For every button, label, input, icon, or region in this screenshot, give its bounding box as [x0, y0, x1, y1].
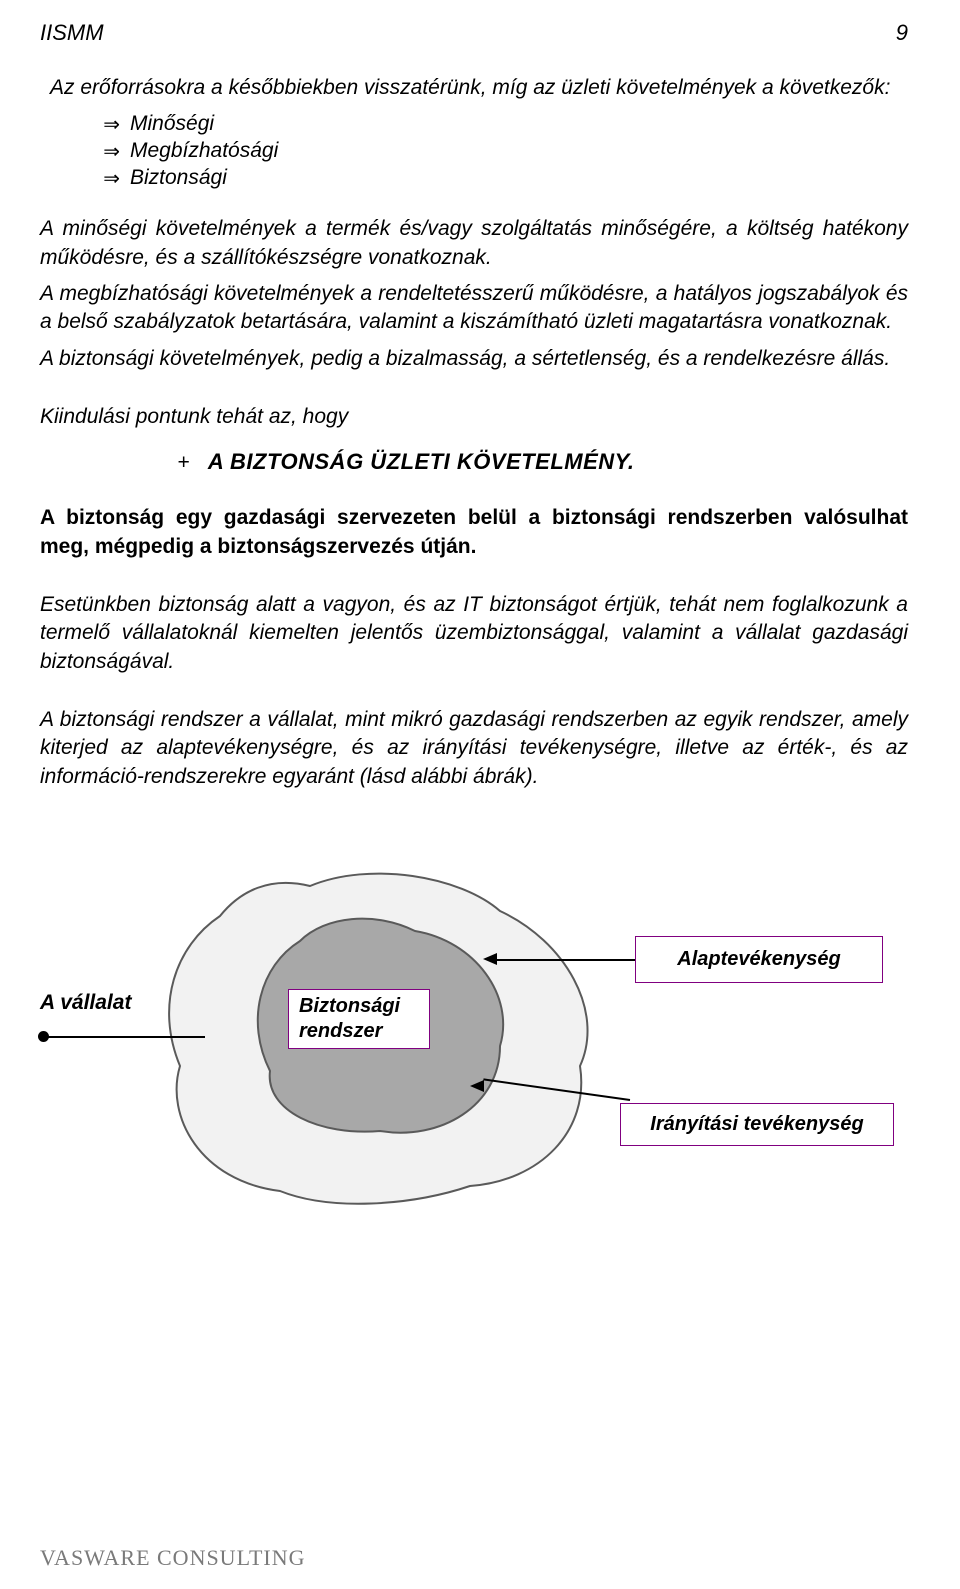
footer-brand: VASWARE CONSULTING: [40, 1545, 306, 1571]
headline-row: + A BIZTONSÁG ÜZLETI KÖVETELMÉNY.: [40, 449, 908, 476]
paragraph-scope: Esetünkben biztonság alatt a vagyon, és …: [40, 591, 908, 676]
paragraph-system: A biztonsági rendszer a vállalat, mint m…: [40, 706, 908, 791]
header-left: IISMM: [40, 20, 104, 46]
header-page-number: 9: [896, 20, 908, 46]
list-item-label: Megbízhatósági: [130, 139, 278, 163]
arrow-core-activity: [496, 959, 635, 961]
headline-text: A BIZTONSÁG ÜZLETI KÖVETELMÉNY.: [208, 449, 635, 474]
paragraph-bold-statement: A biztonság egy gazdasági szervezeten be…: [40, 504, 908, 561]
arrow-icon: ⇒: [40, 112, 130, 137]
box-security-system: Biztonsági rendszer: [288, 989, 430, 1049]
arrow-head-core-activity: [483, 953, 497, 965]
requirement-list: ⇒ Minőségi ⇒ Megbízhatósági ⇒ Biztonsági: [40, 112, 908, 191]
paragraph-starting-point: Kiindulási pontunk tehát az, hogy: [40, 403, 908, 431]
paragraph-quality: A minőségi követelmények a termék és/vag…: [40, 215, 908, 272]
list-item: ⇒ Biztonsági: [40, 166, 908, 191]
box-management-activity: Irányítási tevékenység: [620, 1103, 894, 1146]
arrow-icon: ⇒: [40, 139, 130, 164]
paragraph-security: A biztonsági követelmények, pedig a biza…: [40, 345, 908, 373]
list-item: ⇒ Megbízhatósági: [40, 139, 908, 164]
box-core-activity: Alaptevékenység: [635, 936, 883, 983]
intro-paragraph: Az erőforrásokra a későbbiekben visszaté…: [50, 74, 908, 102]
arrow-head-management-activity: [470, 1080, 484, 1092]
paragraph-reliability: A megbízhatósági követelmények a rendelt…: [40, 280, 908, 337]
list-item-label: Biztonsági: [130, 166, 227, 190]
arrow-icon: ⇒: [40, 166, 130, 191]
plus-icon: +: [40, 453, 202, 476]
company-marker-line: [40, 1036, 205, 1038]
label-company: A vállalat: [40, 991, 131, 1015]
list-item-label: Minőségi: [130, 112, 214, 136]
list-item: ⇒ Minőségi: [40, 112, 908, 137]
company-diagram: A vállalat Biztonsági rendszer Alaptevék…: [40, 831, 908, 1231]
